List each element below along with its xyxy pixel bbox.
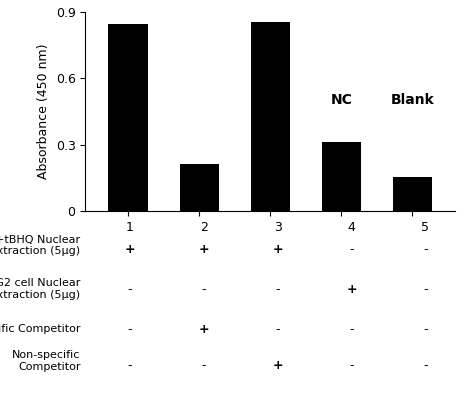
Text: -: -: [423, 323, 428, 336]
Text: -: -: [275, 283, 280, 296]
Text: -: -: [423, 359, 428, 371]
Text: -: -: [201, 359, 206, 371]
Text: Non-specific
Competitor: Non-specific Competitor: [12, 350, 81, 372]
Text: +: +: [198, 243, 209, 256]
Text: 2: 2: [200, 221, 208, 235]
Text: -: -: [423, 243, 428, 256]
Text: -: -: [128, 323, 132, 336]
Text: +: +: [346, 283, 357, 296]
Text: 4: 4: [347, 221, 356, 235]
Text: Specific Competitor: Specific Competitor: [0, 324, 81, 334]
Bar: [393, 177, 432, 211]
Text: +: +: [272, 243, 283, 256]
Text: -: -: [275, 323, 280, 336]
Text: -: -: [201, 283, 206, 296]
Bar: [109, 24, 147, 211]
Bar: [180, 164, 219, 211]
Bar: [322, 142, 361, 211]
Text: -: -: [349, 359, 354, 371]
Text: Blank: Blank: [391, 93, 434, 107]
Text: -: -: [128, 283, 132, 296]
Y-axis label: Absorbance (450 nm): Absorbance (450 nm): [37, 44, 50, 180]
Text: 1: 1: [126, 221, 134, 235]
Text: -: -: [349, 323, 354, 336]
Text: 5: 5: [421, 221, 429, 235]
Bar: [251, 22, 290, 211]
Text: -: -: [349, 243, 354, 256]
Text: HepG2+tBHQ Nuclear
extraction (5μg): HepG2+tBHQ Nuclear extraction (5μg): [0, 235, 81, 256]
Text: +: +: [124, 243, 135, 256]
Text: HepG2 cell Nuclear
extraction (5μg): HepG2 cell Nuclear extraction (5μg): [0, 279, 81, 300]
Text: 3: 3: [273, 221, 282, 235]
Text: -: -: [423, 283, 428, 296]
Text: +: +: [272, 359, 283, 371]
Text: +: +: [198, 323, 209, 336]
Text: NC: NC: [330, 93, 352, 107]
Text: -: -: [128, 359, 132, 371]
